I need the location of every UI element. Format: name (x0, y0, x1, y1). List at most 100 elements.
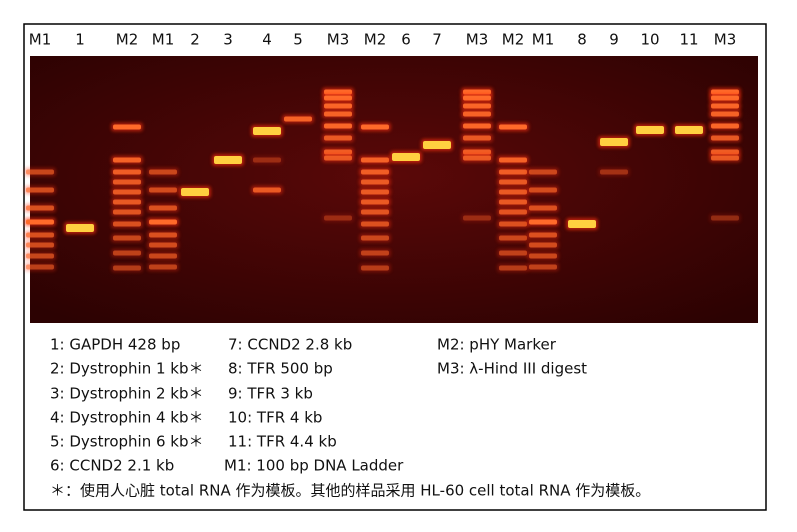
lane-label: 8 (577, 31, 587, 49)
band (600, 169, 628, 175)
band (181, 188, 209, 196)
legend-item: 5: Dystrophin 6 kb＊ (50, 433, 204, 451)
band (361, 124, 389, 130)
band (499, 169, 527, 175)
band-glow (322, 213, 354, 223)
legend-item: 11: TFR 4.4 kb (228, 433, 337, 451)
band (324, 135, 352, 141)
band (499, 179, 527, 185)
band (26, 232, 54, 238)
lane-label: M1 (29, 31, 52, 49)
legend-item: M2: pHY Marker (437, 336, 557, 354)
band (675, 126, 703, 134)
band (568, 220, 596, 228)
band (499, 189, 527, 195)
band (711, 155, 739, 161)
band (463, 149, 491, 155)
legend-item: 6: CCND2 2.1 kb (50, 457, 174, 475)
band (113, 209, 141, 215)
band (324, 155, 352, 161)
band (113, 265, 141, 271)
lane-label: M2 (116, 31, 139, 49)
lane-label: 6 (401, 31, 411, 49)
band (113, 169, 141, 175)
band (113, 221, 141, 227)
lane-label: 11 (679, 31, 698, 49)
band (529, 242, 557, 248)
band (499, 250, 527, 256)
legend-item: M3: λ-Hind III digest (437, 360, 587, 378)
band (113, 157, 141, 163)
band (463, 123, 491, 129)
band (529, 187, 557, 193)
legend-item: 7: CCND2 2.8 kb (228, 336, 352, 354)
band (361, 250, 389, 256)
band (253, 157, 281, 163)
band (711, 95, 739, 101)
band (499, 221, 527, 227)
band-glow (598, 167, 630, 177)
band-glow (709, 213, 741, 223)
band (361, 265, 389, 271)
band (113, 199, 141, 205)
band (361, 199, 389, 205)
bands (24, 87, 741, 273)
band (463, 111, 491, 117)
band (711, 135, 739, 141)
band (463, 89, 491, 95)
band (361, 157, 389, 163)
lane-label: 10 (640, 31, 659, 49)
band (711, 111, 739, 117)
band-glow (461, 213, 493, 223)
band (499, 157, 527, 163)
band (26, 219, 54, 225)
band (26, 242, 54, 248)
band (361, 209, 389, 215)
legend-item: 1: GAPDH 428 bp (50, 336, 180, 354)
band (324, 149, 352, 155)
band (253, 127, 281, 135)
band (499, 209, 527, 215)
band (361, 179, 389, 185)
footnote: ＊：使用人心脏 total RNA 作为模板。其他的样品采用 HL-60 cel… (50, 482, 650, 500)
lane-label: M3 (466, 31, 489, 49)
band (26, 205, 54, 211)
band (66, 224, 94, 232)
band (113, 124, 141, 130)
band (214, 156, 242, 164)
band (324, 89, 352, 95)
band (113, 189, 141, 195)
band (149, 205, 177, 211)
lane-label: M1 (152, 31, 175, 49)
band (149, 219, 177, 225)
band (361, 235, 389, 241)
band (361, 169, 389, 175)
lane-label: 1 (75, 31, 85, 49)
lane-label: 7 (432, 31, 442, 49)
band (529, 253, 557, 259)
band (26, 187, 54, 193)
legend-item: 4: Dystrophin 4 kb＊ (50, 409, 204, 427)
band (113, 179, 141, 185)
legend-item: 8: TFR 500 bp (228, 360, 333, 378)
band (113, 235, 141, 241)
lane-label: M3 (714, 31, 737, 49)
lane-label: 4 (262, 31, 272, 49)
band (149, 169, 177, 175)
band (711, 123, 739, 129)
band (324, 103, 352, 109)
band (361, 221, 389, 227)
lane-label: M1 (532, 31, 555, 49)
band (499, 235, 527, 241)
band (463, 215, 491, 221)
band (463, 155, 491, 161)
legend-item: 3: Dystrophin 2 kb＊ (50, 385, 204, 403)
band (324, 111, 352, 117)
legend-item: 2: Dystrophin 1 kb＊ (50, 360, 204, 378)
band (392, 153, 420, 161)
legend-item: 9: TFR 3 kb (228, 385, 313, 403)
band (499, 124, 527, 130)
lane-label: 9 (609, 31, 619, 49)
